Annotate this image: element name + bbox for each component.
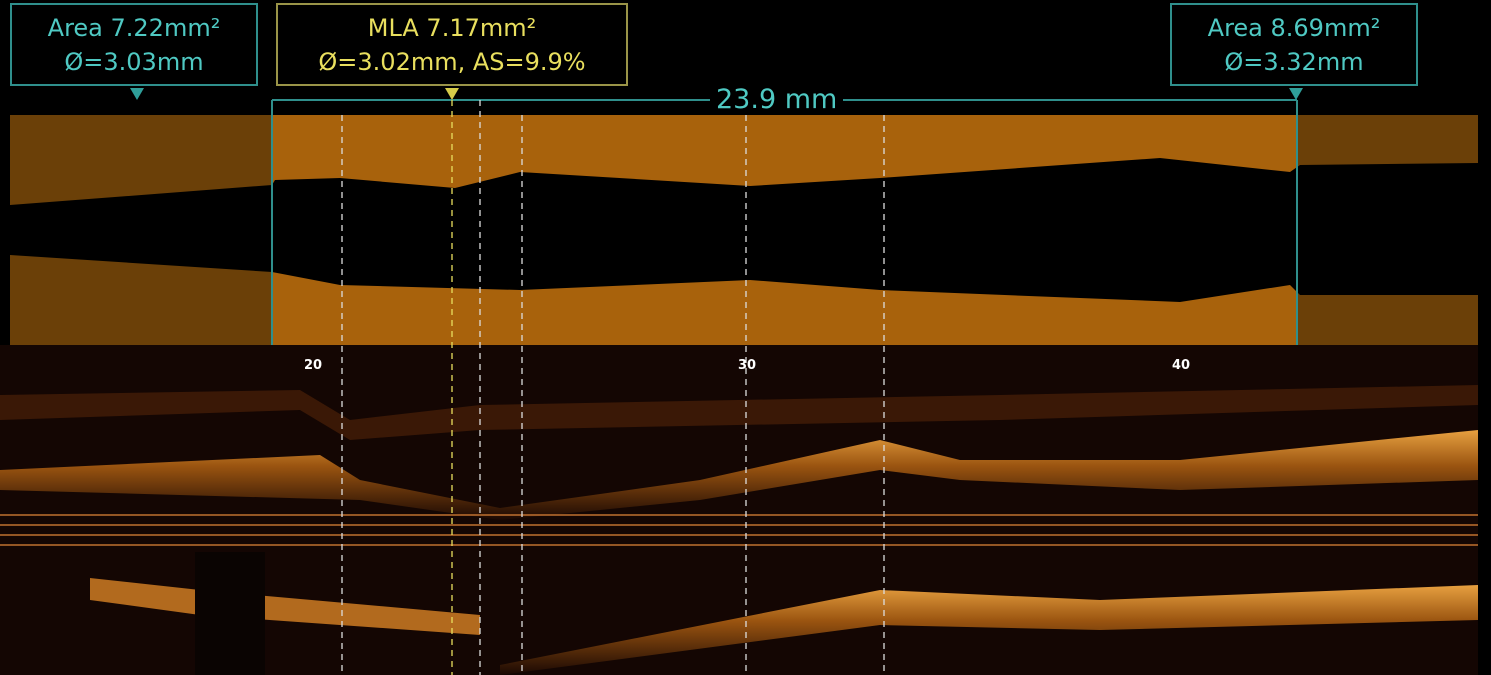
- axis-tick: 20: [304, 358, 322, 373]
- frame-marker: [445, 88, 459, 100]
- oct-viewer: Area 7.22mm² Ø=3.03mm MLA 7.17mm² Ø=3.02…: [0, 0, 1491, 675]
- axis-tick: 30: [738, 358, 756, 373]
- frame-marker: [130, 88, 144, 100]
- diameter-label: Ø=3.32mm: [1172, 45, 1416, 79]
- area-label: MLA 7.17mm²: [278, 11, 626, 45]
- proximal-box: Area 7.22mm² Ø=3.03mm: [10, 3, 258, 86]
- axis-tick: 40: [1172, 358, 1190, 373]
- detail-label: Ø=3.02mm, AS=9.9%: [278, 45, 626, 79]
- frame-marker: [1289, 88, 1303, 100]
- length-label: 23.9 mm: [710, 84, 843, 115]
- area-label: Area 7.22mm²: [12, 11, 256, 45]
- guidewire-shadow: [195, 552, 265, 675]
- diameter-label: Ø=3.03mm: [12, 45, 256, 79]
- area-label: Area 8.69mm²: [1172, 11, 1416, 45]
- distal-box: Area 8.69mm² Ø=3.32mm: [1170, 3, 1418, 86]
- mla-box: MLA 7.17mm² Ø=3.02mm, AS=9.9%: [276, 3, 628, 86]
